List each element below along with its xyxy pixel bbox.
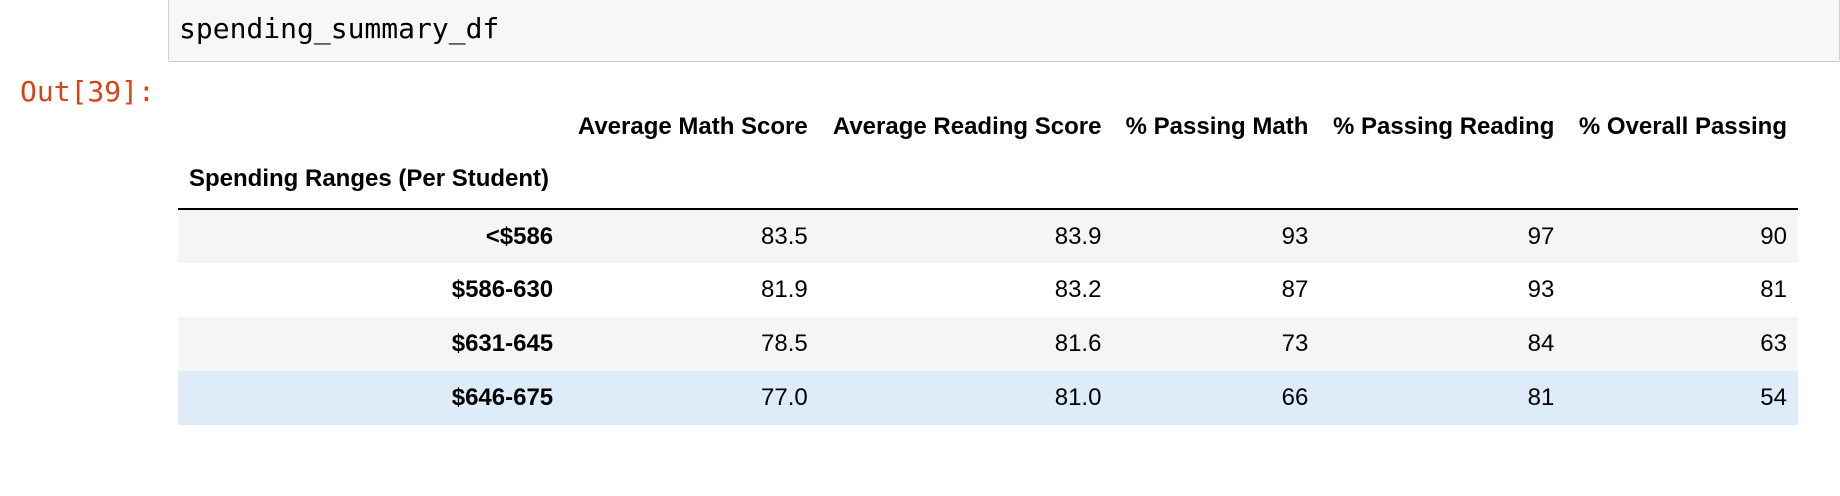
- table-cell: 93: [1527, 276, 1555, 303]
- row-label: $586-630: [451, 276, 554, 303]
- index-name-header: Spending Ranges (Per Student): [178, 150, 565, 210]
- column-header: Average Reading Score: [832, 113, 1102, 140]
- table-cell: 87: [1281, 276, 1309, 303]
- column-header: % Overall Passing: [1578, 113, 1787, 140]
- table-cell: 81: [1760, 276, 1787, 303]
- dataframe-table: Average Math Score Average Reading Score…: [178, 104, 1798, 425]
- table-cell: 54: [1760, 384, 1787, 411]
- table-cell: 73: [1281, 330, 1309, 357]
- code-text[interactable]: spending_summary_df: [179, 12, 500, 45]
- table-cell: 66: [1281, 384, 1309, 411]
- header-blank: [178, 104, 564, 150]
- row-label: $646-675: [451, 384, 554, 411]
- table-row: <$586 83.5 83.9 93 97 90: [178, 209, 1798, 263]
- dataframe-output: Average Math Score Average Reading Score…: [178, 104, 1798, 425]
- table-cell: 83.2: [1054, 276, 1102, 303]
- column-header: % Passing Math: [1125, 113, 1309, 140]
- row-label: $631-645: [451, 330, 554, 357]
- table-row: $586-630 81.9 83.2 87 93 81: [178, 263, 1798, 317]
- table-row-highlighted: $646-675 77.0 81.0 66 81 54: [178, 371, 1798, 425]
- column-header: % Passing Reading: [1332, 113, 1555, 140]
- table-cell: 90: [1760, 222, 1787, 250]
- table-cell: 83.5: [761, 222, 808, 250]
- table-cell: 81.6: [1054, 330, 1102, 357]
- table-cell: 97: [1527, 222, 1555, 250]
- column-header-row: Average Math Score Average Reading Score…: [178, 104, 1798, 150]
- table-cell: 63: [1760, 330, 1787, 357]
- table-cell: 83.9: [1054, 222, 1102, 250]
- table-cell: 81: [1527, 384, 1555, 411]
- code-input-cell[interactable]: spending_summary_df: [168, 0, 1840, 62]
- output-prompt: Out[39]:: [20, 75, 155, 108]
- column-header: Average Math Score: [577, 113, 808, 140]
- row-label: <$586: [485, 222, 554, 250]
- table-cell: 81.0: [1054, 384, 1102, 411]
- table-cell: 84: [1527, 330, 1555, 357]
- table-cell: 93: [1281, 222, 1309, 250]
- index-header-row: Spending Ranges (Per Student): [178, 150, 1798, 210]
- table-row: $631-645 78.5 81.6 73 84 63: [178, 317, 1798, 371]
- table-cell: 78.5: [761, 330, 808, 357]
- table-cell: 77.0: [761, 384, 808, 411]
- table-cell: 81.9: [761, 276, 808, 303]
